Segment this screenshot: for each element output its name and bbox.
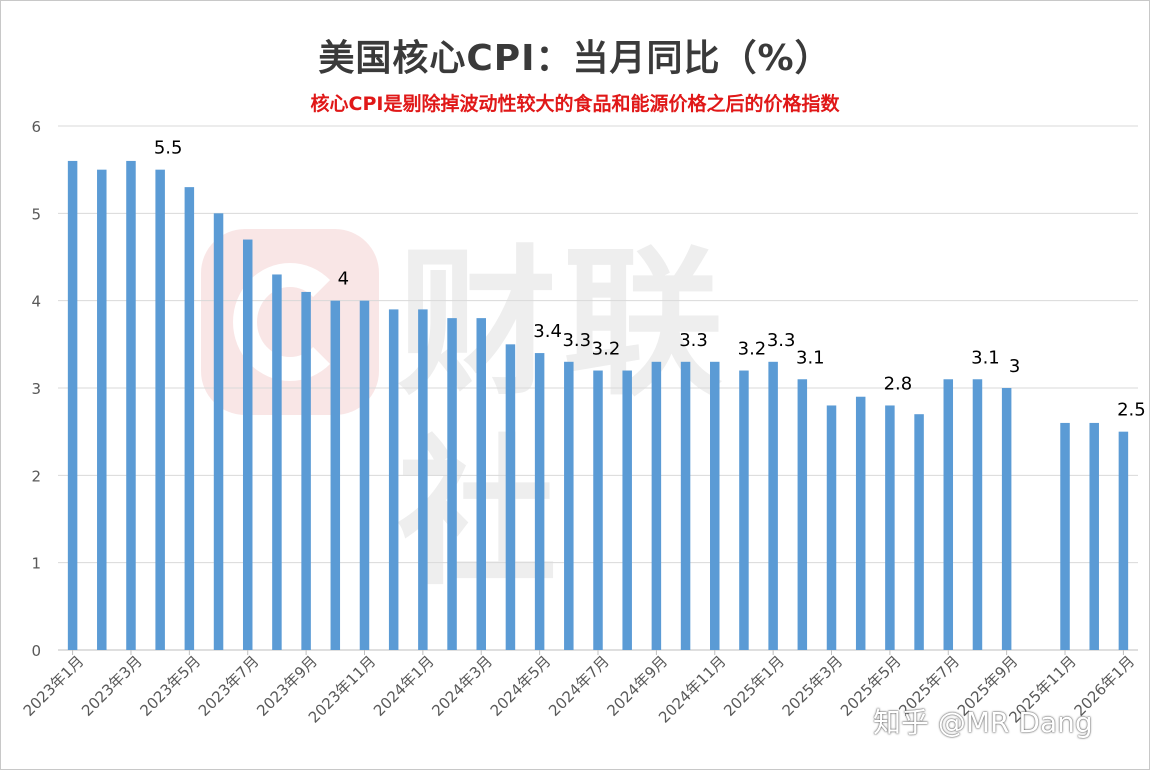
- bar: [505, 344, 516, 650]
- bar: [914, 414, 924, 650]
- y-tick-label: 4: [31, 293, 41, 311]
- bar: [418, 309, 428, 650]
- x-tick-label: 2024年7月: [545, 652, 613, 720]
- x-tick-label: 2023年7月: [195, 652, 263, 720]
- data-label: 2.5: [1117, 400, 1146, 421]
- bar: [67, 160, 78, 650]
- bar: [301, 291, 311, 650]
- bar: [885, 405, 895, 650]
- x-tick-label: 2023年5月: [136, 652, 204, 720]
- bar: [388, 309, 399, 650]
- x-tick-label: 2023年3月: [78, 652, 146, 720]
- bar: [1001, 388, 1012, 650]
- bar: [447, 318, 457, 650]
- y-tick-label: 6: [31, 118, 41, 136]
- bar: [213, 213, 224, 651]
- bar: [739, 370, 749, 650]
- bar: [1089, 422, 1099, 650]
- data-label: 5.5: [154, 138, 183, 159]
- bar: [476, 318, 486, 650]
- bar: [826, 405, 837, 650]
- bar: [272, 274, 282, 650]
- bar: [97, 169, 107, 650]
- data-label: 3.1: [971, 347, 1000, 368]
- data-label: 3.4: [533, 321, 562, 342]
- bar: [330, 300, 341, 650]
- bar: [1118, 431, 1129, 650]
- x-tick-label: 2025年3月: [779, 652, 847, 720]
- x-tick-label: 2024年3月: [428, 652, 496, 720]
- credit-text: 知乎 @MR Dang: [873, 706, 1093, 739]
- bar: [622, 370, 632, 650]
- data-label: 3.2: [592, 339, 621, 360]
- bar: [768, 361, 778, 650]
- bar: [1060, 422, 1070, 650]
- data-label: 3.3: [767, 330, 796, 351]
- bar: [710, 361, 720, 650]
- bar: [242, 239, 253, 651]
- bar: [593, 370, 603, 650]
- data-label: 2.8: [884, 373, 913, 394]
- data-label: 3.3: [679, 330, 708, 351]
- bar: [126, 160, 136, 650]
- y-tick-label: 5: [31, 205, 41, 223]
- chart-subtitle: 核心CPI是剔除掉波动性较大的食品和能源价格之后的价格指数: [310, 93, 840, 115]
- y-tick-label: 0: [31, 642, 41, 660]
- bar: [651, 361, 662, 650]
- data-label: 3: [1009, 356, 1020, 377]
- data-label: 3.2: [738, 339, 767, 360]
- y-tick-label: 2: [31, 467, 41, 485]
- bar: [943, 379, 954, 650]
- data-label: 4: [338, 269, 349, 290]
- x-tick-label: 2024年5月: [487, 652, 555, 720]
- bar: [155, 169, 165, 650]
- y-tick-label: 3: [31, 380, 41, 398]
- x-tick-label: 2024年1月: [370, 652, 438, 720]
- bar: [797, 379, 808, 650]
- bar: [534, 353, 545, 650]
- data-label: 3.1: [796, 347, 825, 368]
- bar: [855, 396, 866, 650]
- data-label: 3.3: [562, 330, 591, 351]
- bar: [359, 300, 370, 650]
- bar: [184, 187, 195, 650]
- bar: [564, 361, 574, 650]
- chart-title: 美国核心CPI：当月同比（%）: [318, 38, 832, 79]
- bar: [680, 361, 691, 650]
- x-tick-label: 2023年1月: [20, 652, 88, 720]
- y-tick-label: 1: [31, 555, 41, 573]
- x-tick-label: 2025年1月: [720, 652, 788, 720]
- bar: [972, 379, 983, 650]
